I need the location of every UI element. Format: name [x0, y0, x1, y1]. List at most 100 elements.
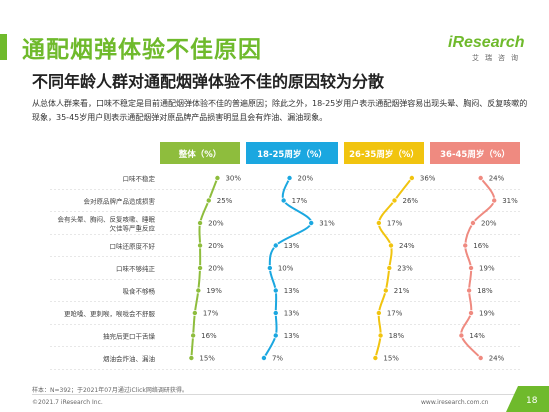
data-point [408, 174, 415, 181]
data-point [286, 174, 293, 181]
series-header-label: 36-45周岁（%） [440, 149, 510, 160]
data-label: 24% [489, 175, 505, 183]
data-label: 13% [284, 310, 300, 318]
category-label: 吸食不够畅 [123, 287, 156, 296]
data-label: 31% [319, 220, 335, 228]
page-number-tab [506, 386, 549, 412]
data-label: 25% [217, 197, 233, 205]
data-point [375, 309, 382, 316]
intro-text: 从总体人群来看，口味不稳定是目前通配烟弹体验不佳的普遍原因；除此之外，18-25… [32, 99, 528, 122]
data-label: 20% [208, 265, 224, 273]
logo-subtext: 艾瑞咨询 [472, 54, 524, 62]
category-label: 口味不够纯正 [116, 264, 156, 273]
data-point [195, 287, 202, 294]
data-label: 18% [477, 287, 493, 295]
data-point [466, 287, 473, 294]
data-point [191, 309, 198, 316]
category-label: 抽完后更口干舌燥 [103, 332, 156, 341]
page-number: 18 [526, 396, 538, 406]
data-label: 13% [284, 242, 300, 250]
series-header-box [246, 142, 338, 164]
data-point [477, 354, 484, 361]
data-point [386, 264, 393, 271]
data-label: 36% [420, 175, 436, 183]
data-point [375, 219, 382, 226]
category-label: 烟油会炸油、漏油 [103, 354, 155, 363]
copyright-text: ©2021.7 iResearch Inc. [32, 399, 103, 406]
data-label: 30% [225, 175, 241, 183]
data-point [272, 332, 279, 339]
data-point [280, 197, 287, 204]
data-point [272, 309, 279, 316]
data-label: 17% [292, 197, 308, 205]
series-header-label: 18-25周岁（%） [257, 149, 327, 160]
data-label: 20% [208, 220, 224, 228]
data-point [214, 174, 221, 181]
data-point [272, 287, 279, 294]
data-point [266, 264, 273, 271]
data-point [468, 264, 475, 271]
category-label: 欠佳等严重反应 [110, 224, 156, 233]
data-point [462, 242, 469, 249]
data-point [388, 242, 395, 249]
data-point [260, 354, 267, 361]
data-label: 24% [489, 355, 505, 363]
logo-wordmark: iResearch [448, 34, 525, 51]
data-label: 17% [387, 220, 403, 228]
data-point [382, 287, 389, 294]
series-header-box [430, 142, 520, 164]
data-label: 13% [284, 287, 300, 295]
data-point [469, 219, 476, 226]
data-label: 13% [284, 332, 300, 340]
data-point [377, 332, 384, 339]
data-label: 7% [272, 355, 283, 363]
category-label: 口味还原度不好 [110, 242, 156, 251]
data-label: 20% [208, 242, 224, 250]
data-point [272, 242, 279, 249]
data-label: 16% [473, 242, 489, 250]
category-label: 会有头晕、胸闷、反复咳嗽、睡眠 [58, 215, 156, 224]
data-label: 15% [199, 355, 215, 363]
data-label: 21% [394, 287, 410, 295]
data-point [491, 197, 498, 204]
data-label: 20% [481, 220, 497, 228]
data-label: 17% [203, 310, 219, 318]
category-label: 会对原品牌产品造成损害 [84, 197, 156, 206]
data-label: 19% [479, 265, 495, 273]
series-header-label: 整体（%） [179, 149, 222, 160]
data-point [197, 242, 204, 249]
data-label: 24% [399, 242, 415, 250]
iresearch-logo: iResearch 艾瑞咨询 [448, 34, 543, 64]
series-header-box [160, 142, 240, 164]
data-label: 19% [206, 287, 222, 295]
series-header-label: 26-35周岁（%） [349, 149, 419, 160]
data-point [197, 264, 204, 271]
data-label: 16% [201, 332, 217, 340]
data-label: 18% [389, 332, 405, 340]
data-point [468, 309, 475, 316]
page-title: 通配烟弹体验不佳原因 [22, 37, 262, 63]
data-point [372, 354, 379, 361]
footer-divider [32, 394, 518, 395]
data-label: 23% [397, 265, 413, 273]
data-point [205, 197, 212, 204]
data-point [188, 354, 195, 361]
data-label: 15% [383, 355, 399, 363]
page-subtitle: 不同年龄人群对通配烟弹体验不佳的原因较为分散 [32, 72, 385, 91]
data-label: 14% [469, 332, 485, 340]
data-point [190, 332, 197, 339]
data-label: 10% [278, 265, 294, 273]
category-label: 更呛嗓、更刺喉，喉咙会不舒服 [64, 309, 156, 318]
category-label: 口味不稳定 [123, 174, 156, 183]
data-label: 20% [298, 175, 314, 183]
data-point [391, 197, 398, 204]
data-label: 31% [502, 197, 518, 205]
data-point [458, 332, 465, 339]
data-point [308, 219, 315, 226]
sample-footnote: 样本：N=392；于2021年07月通过iClick网络调研获得。 [32, 387, 188, 394]
website-link[interactable]: www.iresearch.com.cn [421, 399, 489, 406]
data-label: 17% [387, 310, 403, 318]
data-label: 19% [479, 310, 495, 318]
data-point [477, 174, 484, 181]
